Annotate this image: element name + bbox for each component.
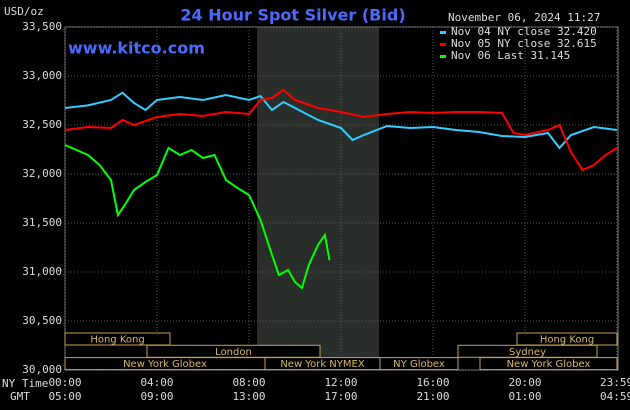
y-unit: USD/oz: [4, 5, 44, 18]
gmt-tick-label: 13:00: [232, 390, 265, 403]
series-line: [64, 144, 331, 290]
x-tick-label: 20:00: [508, 376, 541, 389]
y-tick-label: 31,500: [22, 216, 62, 229]
legend-swatch: [440, 43, 446, 46]
session-label: New York NYMEX: [280, 359, 365, 370]
legend-swatch: [440, 31, 446, 34]
legend-label: Nov 05 NY close 32.615: [451, 37, 597, 50]
x-tick-label: 00:00: [48, 376, 81, 389]
legend-label: Nov 06 Last 31.145: [451, 49, 570, 62]
gmt-tick-label: 09:00: [140, 390, 173, 403]
session-label: New York Globex: [507, 359, 591, 370]
session-box: [379, 357, 459, 371]
session-label: New York Globex: [123, 359, 207, 370]
gmt-tick-label: 04:59: [600, 390, 630, 403]
gmt-tick-label: 01:00: [508, 390, 541, 403]
session-label: Sydney: [509, 347, 546, 358]
y-tick-label: 30,500: [22, 314, 62, 327]
session-label: NY Globex: [393, 359, 445, 370]
x-tick-label: 23:59: [600, 376, 630, 389]
session-box: [479, 357, 618, 371]
session-label: London: [215, 347, 252, 358]
session-label: Hong Kong: [90, 335, 144, 346]
x-tick-label: 16:00: [416, 376, 449, 389]
x-tick-label: 12:00: [324, 376, 357, 389]
y-tick-label: 30,000: [22, 363, 62, 376]
chart-title: 24 Hour Spot Silver (Bid): [180, 6, 405, 25]
legend-swatch: [440, 55, 446, 58]
gmt-tick-label: 21:00: [416, 390, 449, 403]
timestamp: November 06, 2024 11:27: [448, 11, 600, 24]
y-tick-label: 32,000: [22, 167, 62, 180]
y-tick-label: 33,000: [22, 69, 62, 82]
series-line: [64, 91, 618, 150]
site: www.kitco.com: [68, 39, 205, 58]
x-row-label: NY Time: [2, 377, 48, 390]
session-box: [64, 332, 171, 346]
gmt-tick-label: 05:00: [48, 390, 81, 403]
y-tick-label: 32,500: [22, 118, 62, 131]
legend-label: Nov 04 NY close 32.420: [451, 25, 597, 38]
series-line: [64, 88, 618, 172]
nymex-shade: [257, 27, 379, 370]
y-tick-label: 31,000: [22, 265, 62, 278]
x-tick-label: 04:00: [140, 376, 173, 389]
gmt-tick-label: 17:00: [324, 390, 357, 403]
session-label: Hong Kong: [540, 335, 594, 346]
x-row-label: GMT: [10, 390, 30, 403]
x-tick-label: 08:00: [232, 376, 265, 389]
y-tick-label: 33,500: [22, 20, 62, 33]
